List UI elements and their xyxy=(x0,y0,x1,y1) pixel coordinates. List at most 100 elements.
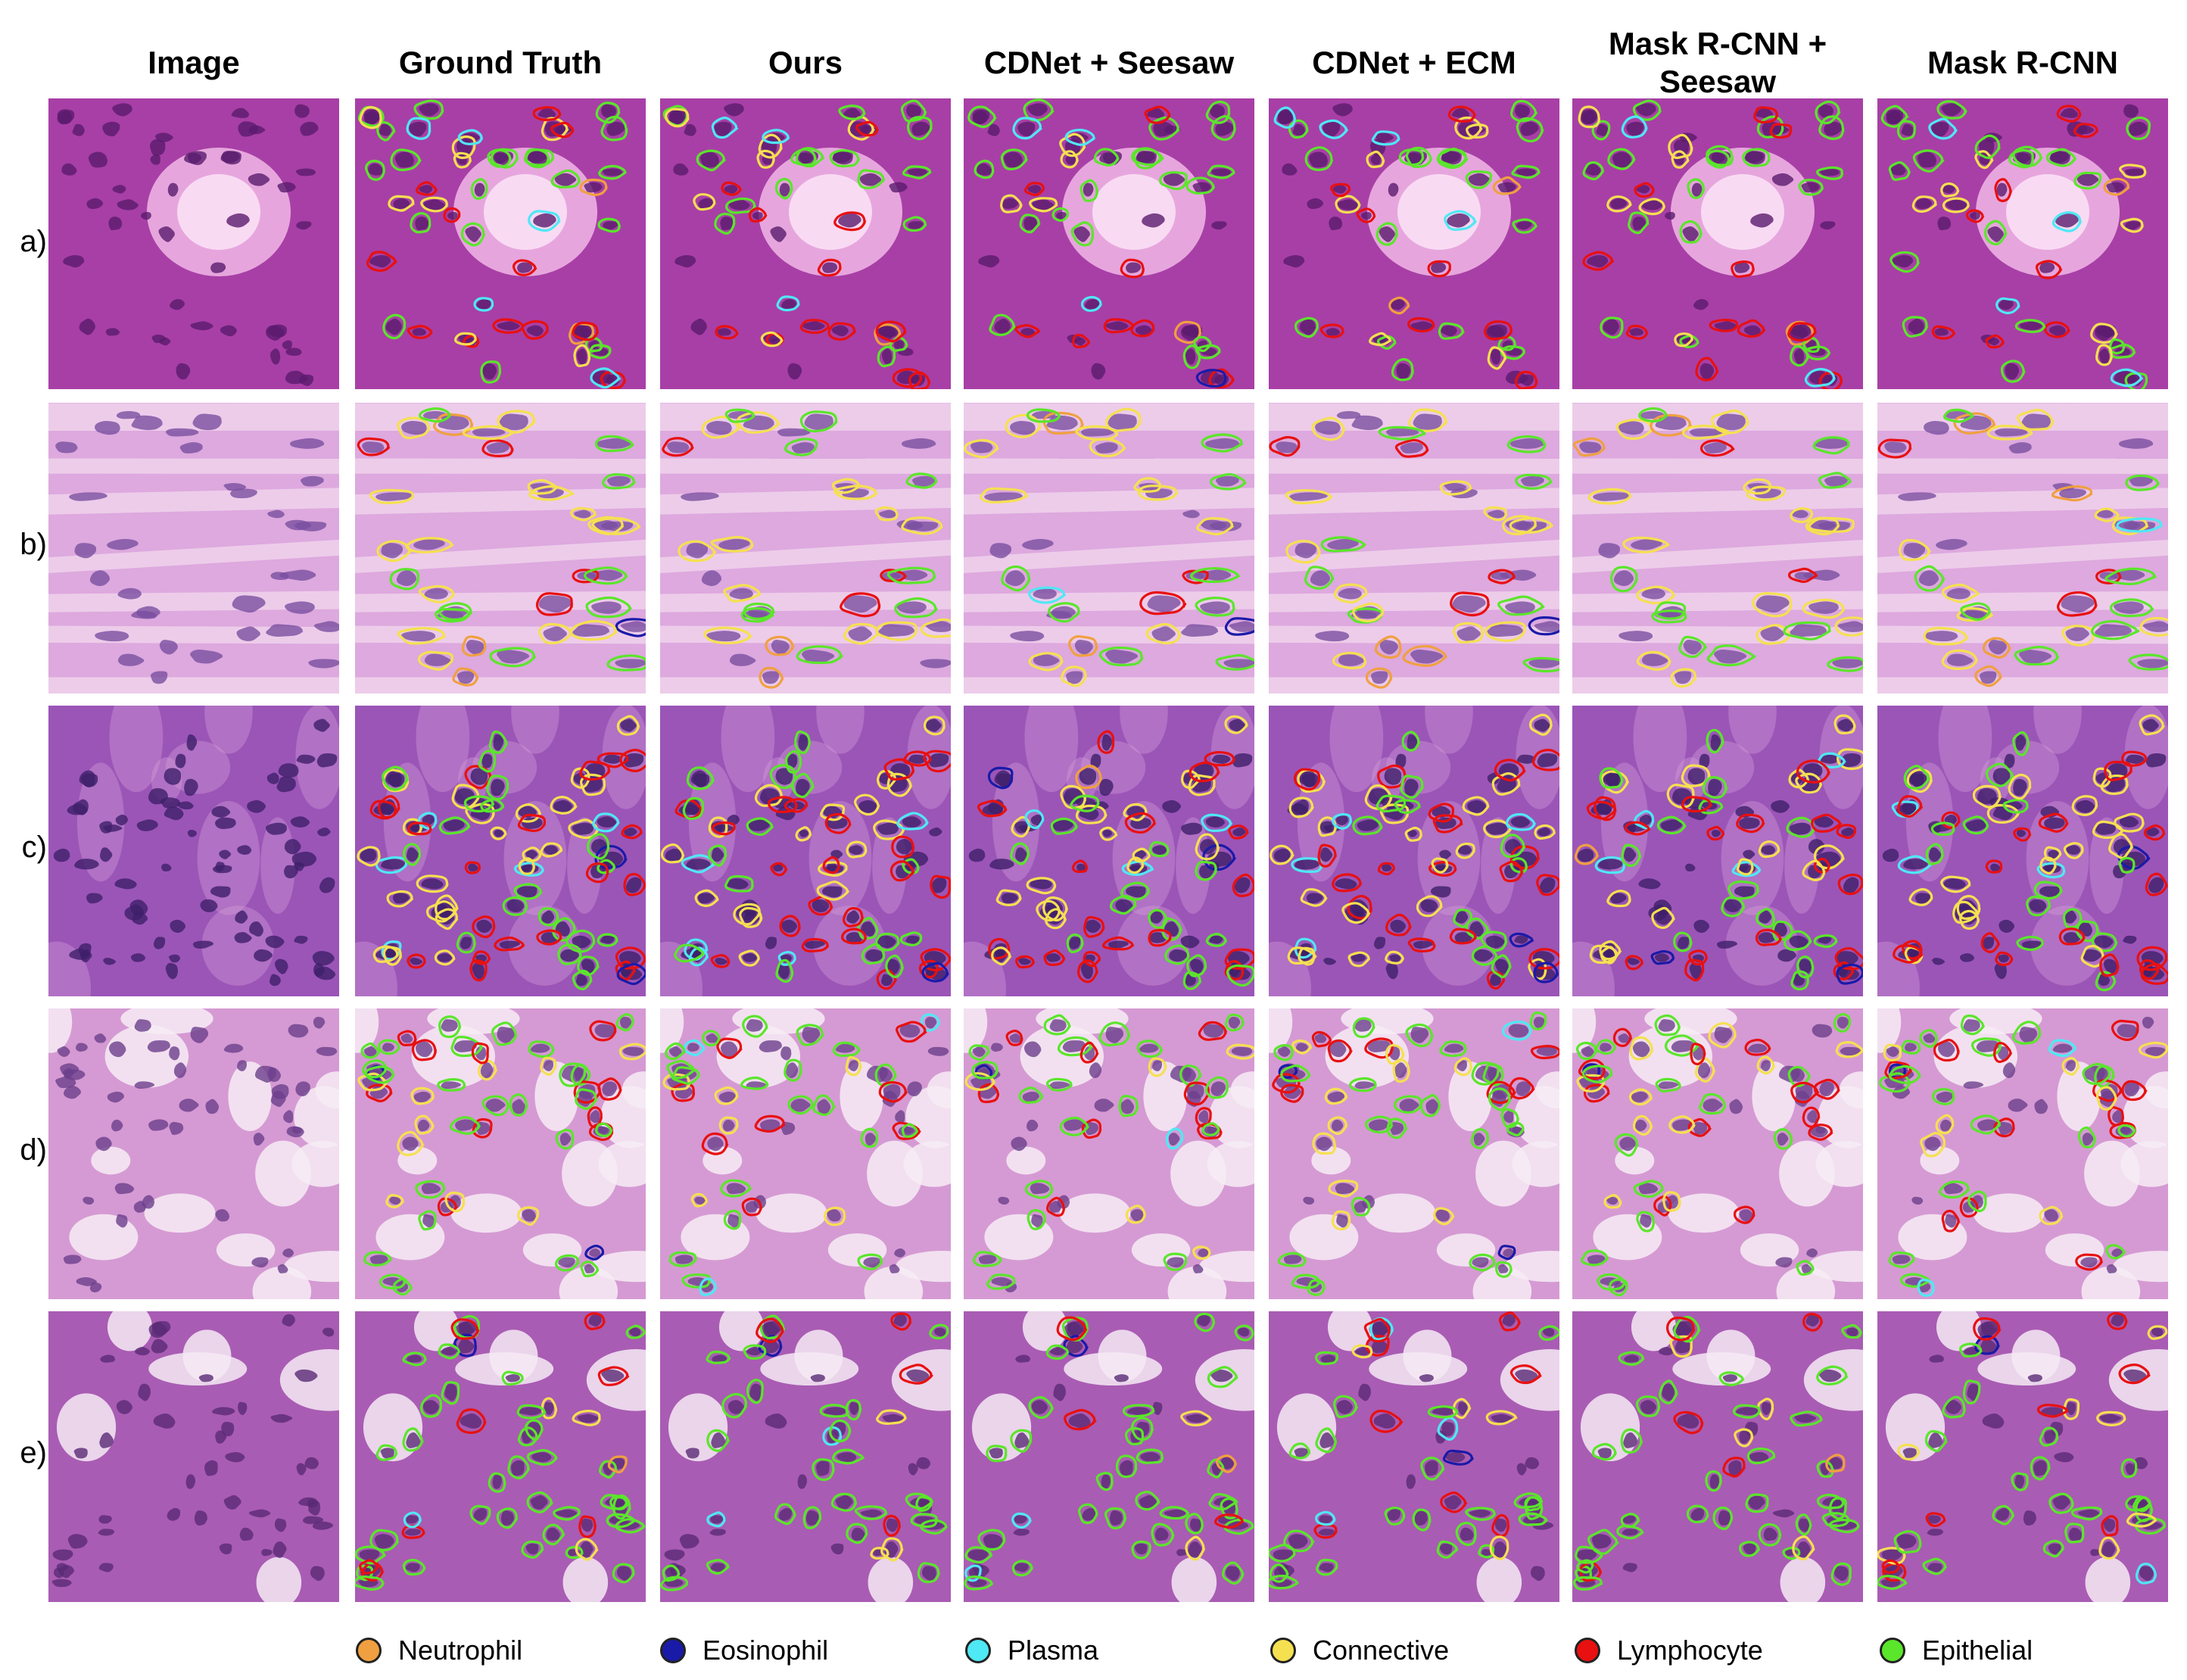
tissue-image xyxy=(1877,403,2168,694)
column-header-ours: Ours xyxy=(768,45,843,80)
histology-tile xyxy=(48,98,339,389)
row-label-c: c) xyxy=(21,831,47,864)
tissue-image xyxy=(355,403,646,694)
legend-label-plasma: Plasma xyxy=(1008,1635,1099,1666)
tissue-image xyxy=(660,1008,951,1299)
legend-swatch-neutrophil xyxy=(356,1638,382,1663)
legend-swatch-connective xyxy=(1270,1638,1296,1663)
histology-tile xyxy=(660,403,951,694)
tissue-image xyxy=(1269,98,1559,389)
tissue-image xyxy=(964,403,1254,694)
tissue-image xyxy=(660,403,951,694)
tissue-image xyxy=(1572,1311,1863,1602)
tissue-image xyxy=(1572,706,1863,996)
histology-tile xyxy=(1269,1008,1559,1299)
histology-tile xyxy=(1269,98,1559,389)
legend-swatch-plasma xyxy=(965,1638,991,1663)
tissue-image xyxy=(1877,1311,2168,1602)
histology-tile xyxy=(660,706,951,996)
tissue-image xyxy=(48,403,339,694)
tissue-image xyxy=(964,1008,1254,1299)
legend-label-lymphocyte: Lymphocyte xyxy=(1617,1635,1763,1666)
legend-item-neutrophil: Neutrophil xyxy=(356,1628,522,1673)
histology-tile xyxy=(48,403,339,694)
histology-tile xyxy=(48,1311,339,1602)
histology-tile xyxy=(1572,1008,1863,1299)
legend-label-neutrophil: Neutrophil xyxy=(398,1635,523,1666)
histology-tile xyxy=(1269,706,1559,996)
legend-swatch-epithelial xyxy=(1880,1638,1905,1663)
histology-tile xyxy=(355,1008,646,1299)
tissue-image xyxy=(1877,1008,2168,1299)
legend-label-connective: Connective xyxy=(1313,1635,1450,1666)
legend-item-plasma: Plasma xyxy=(965,1628,1098,1673)
histology-tile xyxy=(355,98,646,389)
tissue-image xyxy=(1269,706,1559,996)
row-label-a: a) xyxy=(20,225,47,258)
tissue-image xyxy=(355,98,646,389)
tissue-image xyxy=(660,706,951,996)
tissue-image xyxy=(660,98,951,389)
row-label-b: b) xyxy=(20,528,47,561)
tissue-image xyxy=(1572,403,1863,694)
histology-tile xyxy=(1572,706,1863,996)
histology-tile xyxy=(1877,706,2168,996)
tissue-image xyxy=(1877,706,2168,996)
histology-tile xyxy=(964,706,1254,996)
tissue-image xyxy=(1269,403,1559,694)
histology-tile xyxy=(964,98,1254,389)
tissue-image xyxy=(355,1008,646,1299)
column-header-maskrcnn-seesaw: Mask R-CNN + Seesaw xyxy=(1608,26,1827,99)
legend-swatch-lymphocyte xyxy=(1575,1638,1600,1663)
legend-item-lymphocyte: Lymphocyte xyxy=(1575,1628,1763,1673)
legend-label-eosinophil: Eosinophil xyxy=(703,1635,829,1666)
legend-item-eosinophil: Eosinophil xyxy=(660,1628,828,1673)
histology-tile xyxy=(1572,1311,1863,1602)
legend-label-epithelial: Epithelial xyxy=(1922,1635,2033,1666)
tissue-image xyxy=(1572,1008,1863,1299)
row-label-e: e) xyxy=(20,1436,47,1470)
histology-tile xyxy=(660,1311,951,1602)
tissue-image xyxy=(48,1311,339,1602)
column-header-maskrcnn: Mask R-CNN xyxy=(1927,45,2119,80)
histology-tile xyxy=(1269,403,1559,694)
histology-tile xyxy=(1877,98,2168,389)
histology-tile xyxy=(964,1008,1254,1299)
row-label-d: d) xyxy=(20,1133,47,1167)
tissue-image xyxy=(1269,1008,1559,1299)
histology-tile xyxy=(964,1311,1254,1602)
histology-tile xyxy=(660,98,951,389)
tissue-image xyxy=(48,98,339,389)
tissue-image xyxy=(48,1008,339,1299)
histology-tile xyxy=(964,403,1254,694)
legend-swatch-eosinophil xyxy=(660,1638,686,1663)
histology-tile xyxy=(48,1008,339,1299)
tissue-image xyxy=(964,706,1254,996)
tissue-image xyxy=(964,98,1254,389)
histology-tile xyxy=(660,1008,951,1299)
tissue-image xyxy=(1269,1311,1559,1602)
legend: Neutrophil Eosinophil Plasma Connective … xyxy=(0,1628,2187,1673)
histology-tile xyxy=(355,1311,646,1602)
histology-tile xyxy=(1877,1311,2168,1602)
histology-tile xyxy=(1877,1008,2168,1299)
column-header-ground-truth: Ground Truth xyxy=(398,45,603,80)
histology-tile xyxy=(1269,1311,1559,1602)
histology-tile xyxy=(355,403,646,694)
tissue-image xyxy=(1572,98,1863,389)
tissue-image xyxy=(964,1311,1254,1602)
tissue-image xyxy=(1877,98,2168,389)
histology-tile xyxy=(1877,403,2168,694)
legend-item-connective: Connective xyxy=(1270,1628,1449,1673)
tissue-image xyxy=(355,706,646,996)
histology-tile xyxy=(355,706,646,996)
tissue-image xyxy=(355,1311,646,1602)
histology-tile xyxy=(48,706,339,996)
tissue-image xyxy=(48,706,339,996)
legend-item-epithelial: Epithelial xyxy=(1880,1628,2033,1673)
column-header-cdnet-seesaw: CDNet + Seesaw xyxy=(983,45,1235,80)
histology-tile xyxy=(1572,403,1863,694)
column-header-image: Image xyxy=(148,45,240,80)
histology-tile xyxy=(1572,98,1863,389)
